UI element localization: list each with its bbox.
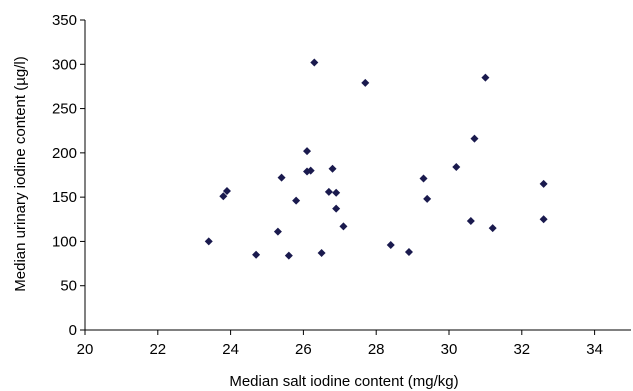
data-point (204, 237, 213, 246)
data-point (466, 217, 475, 226)
x-tick-label: 22 (149, 341, 166, 358)
data-point (317, 248, 326, 257)
y-tick-label: 50 (60, 278, 77, 295)
data-point (324, 187, 333, 196)
data-point (488, 224, 497, 233)
data-point (481, 73, 490, 82)
x-tick-label: 28 (368, 341, 385, 358)
data-point (306, 166, 315, 175)
data-point (219, 192, 228, 201)
y-tick-label: 200 (52, 145, 77, 162)
x-tick-label: 30 (441, 341, 458, 358)
data-point (273, 227, 282, 236)
y-tick-label: 0 (69, 322, 77, 339)
data-point (284, 251, 293, 260)
y-tick-label: 250 (52, 101, 77, 118)
x-tick-label: 24 (222, 341, 239, 358)
data-point (423, 194, 432, 203)
data-point (470, 134, 479, 143)
x-axis: 20 22 24 26 28 30 32 34 (77, 329, 631, 358)
data-points (204, 58, 548, 260)
x-tick-label: 32 (513, 341, 530, 358)
data-point (339, 222, 348, 231)
data-point (332, 188, 341, 197)
y-tick-label: 350 (52, 12, 77, 29)
data-point (332, 204, 341, 213)
y-tick-label: 300 (52, 56, 77, 73)
data-point (222, 186, 231, 195)
x-tick-label: 20 (77, 341, 94, 358)
data-point (252, 250, 261, 259)
x-axis-title: Median salt iodine content (mg/kg) (229, 373, 458, 390)
data-point (361, 78, 370, 87)
data-point (539, 215, 548, 224)
data-point (386, 240, 395, 249)
data-point (292, 196, 301, 205)
x-tick-label: 34 (586, 341, 603, 358)
data-point (277, 173, 286, 182)
y-tick-label: 100 (52, 233, 77, 250)
data-point (539, 179, 548, 188)
y-tick-label: 150 (52, 189, 77, 206)
data-point (452, 163, 461, 172)
data-point (303, 147, 312, 156)
data-point (419, 174, 428, 183)
y-axis: 0 50 100 150 200 250 300 350 (52, 12, 86, 339)
data-point (310, 58, 319, 67)
data-point (328, 164, 337, 173)
x-tick-label: 26 (295, 341, 312, 358)
y-axis-title: Median urinary iodine content (µg/l) (12, 56, 29, 291)
data-point (404, 248, 413, 257)
